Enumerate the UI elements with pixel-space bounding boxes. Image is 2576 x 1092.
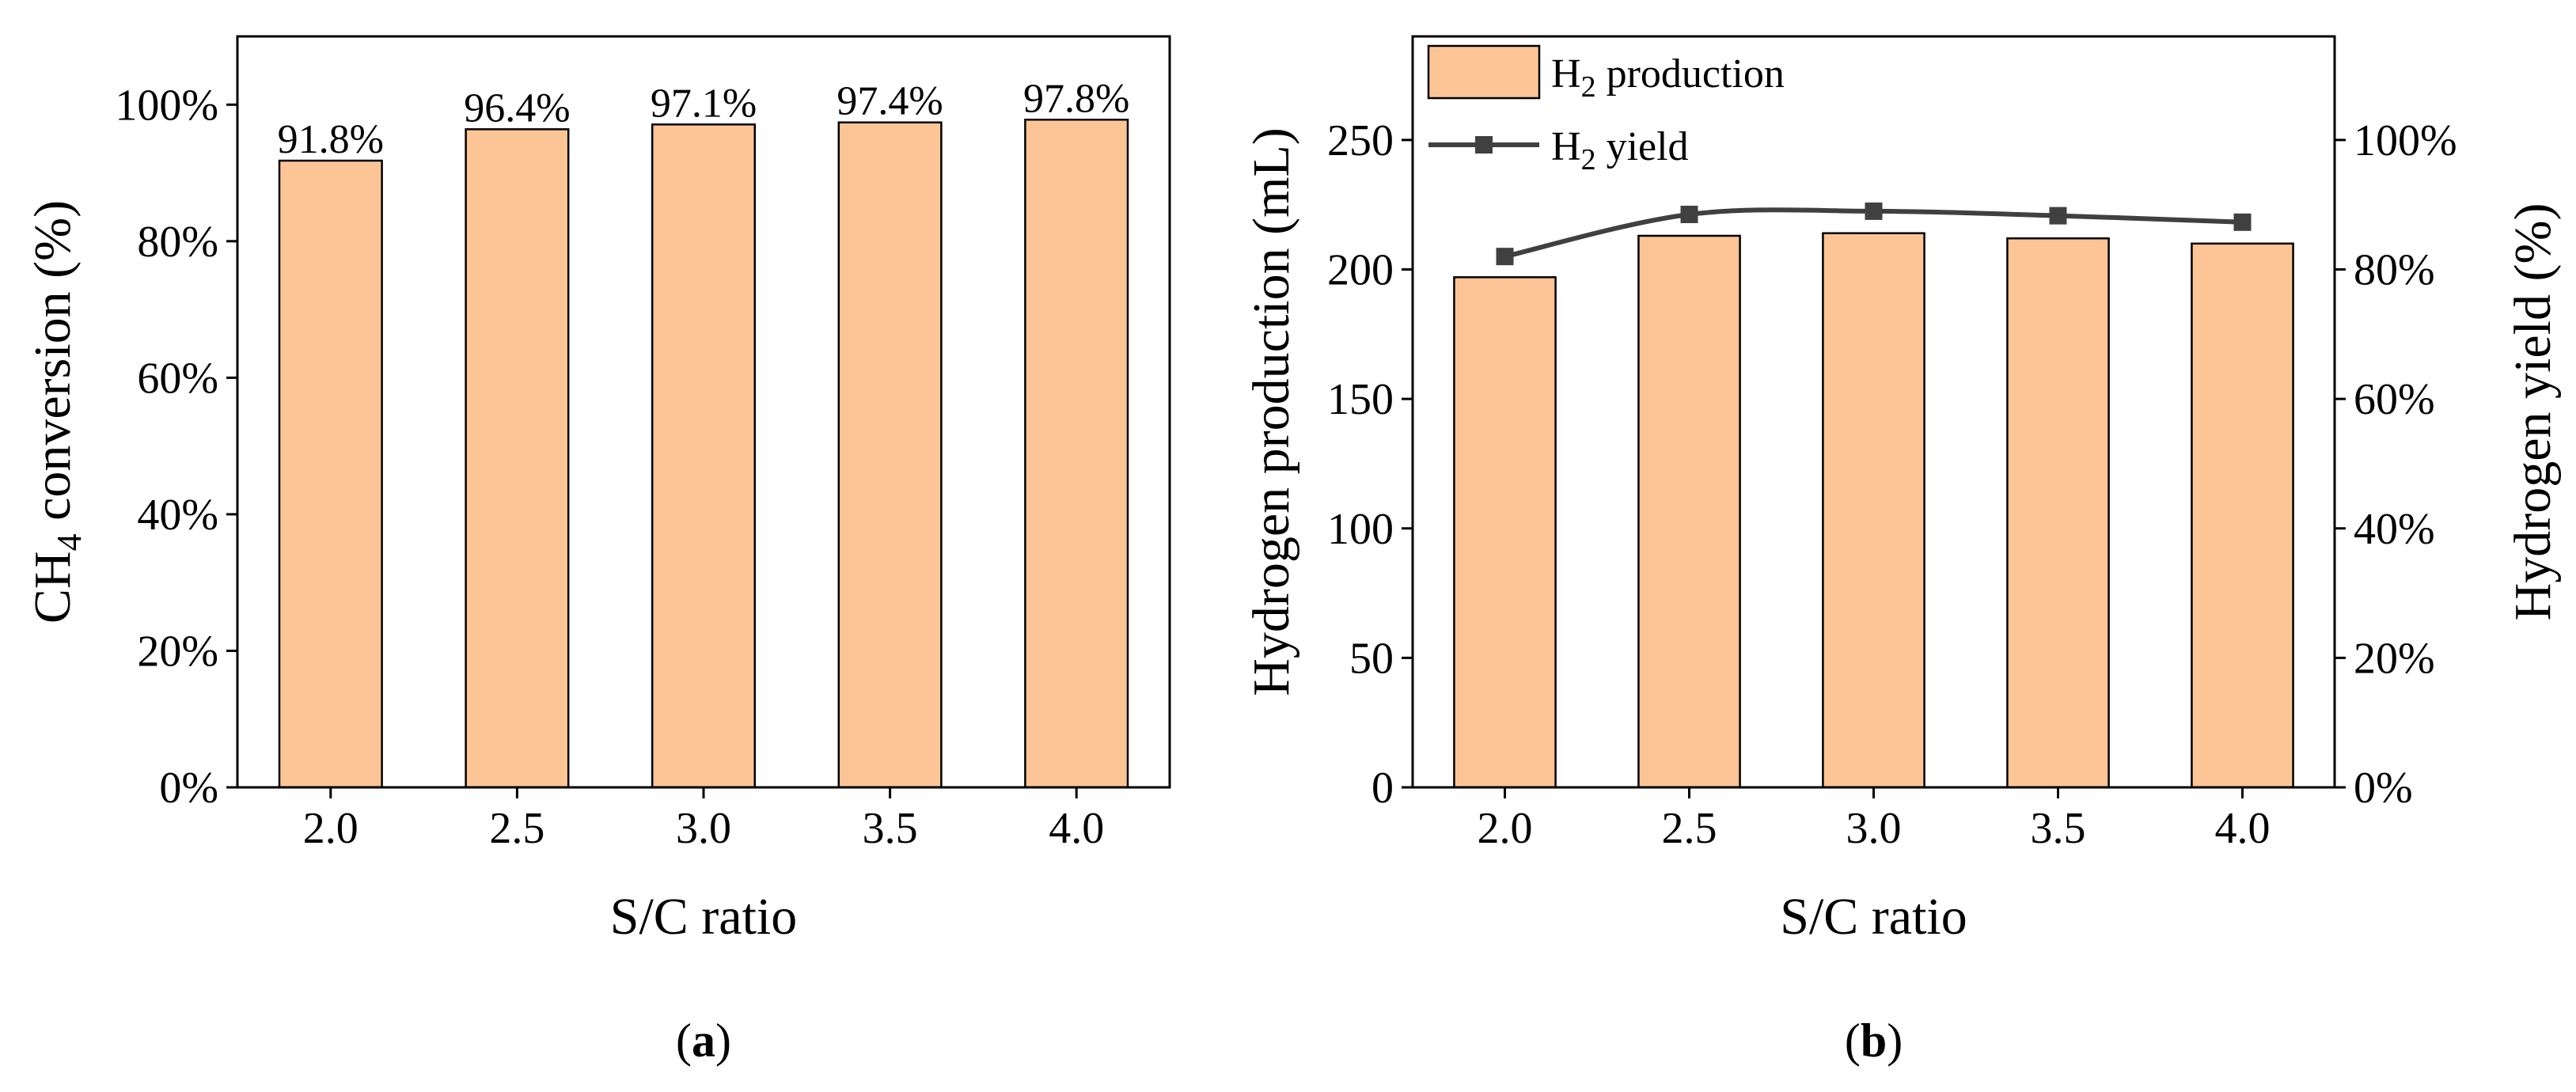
chart-b-right-y-tick-label: 40% bbox=[2354, 505, 2435, 554]
chart-b-left-y-tick-label: 150 bbox=[1327, 375, 1394, 424]
yield-marker bbox=[2049, 207, 2067, 225]
legend-production-subscript: 2 bbox=[1581, 70, 1596, 104]
legend-production-main: H bbox=[1551, 51, 1581, 97]
conversion-data-label: 97.1% bbox=[651, 81, 757, 126]
legend-production-tail: production bbox=[1596, 51, 1785, 97]
chart-b-right-y-tick-label: 60% bbox=[2354, 375, 2435, 424]
legend-yield-marker bbox=[1475, 136, 1493, 154]
conversion-bar bbox=[465, 128, 570, 789]
legend-yield-tail: yield bbox=[1596, 124, 1689, 169]
conversion-bar bbox=[837, 121, 943, 789]
chart-a-y-axis-title-subscript: 4 bbox=[50, 533, 89, 551]
panel-label-b-close: ) bbox=[1887, 1014, 1903, 1067]
chart-b-x-tick-label: 2.5 bbox=[1662, 804, 1717, 853]
chart-a-x-axis-title: S/C ratio bbox=[610, 888, 798, 946]
chart-b-right-y-tick-label: 0% bbox=[2354, 764, 2413, 813]
legend-yield-subscript: 2 bbox=[1581, 143, 1596, 176]
panel-label-a-close: ) bbox=[715, 1014, 731, 1067]
chart-a-y-tick-label: 60% bbox=[137, 354, 218, 403]
production-bar bbox=[1822, 232, 1925, 789]
chart-a-y-tick-label: 0% bbox=[159, 764, 218, 813]
production-bar bbox=[1453, 276, 1557, 789]
chart-b-hydrogen: 0 50 100 150 200 250 0% 20% 40% 60% 80% 100% 2.0 2.5 3… bbox=[1242, 35, 2562, 1067]
chart-b-left-y-tick-label: 200 bbox=[1327, 246, 1394, 295]
production-bar bbox=[1637, 234, 1741, 789]
conversion-data-label: 91.8% bbox=[278, 117, 384, 162]
legend-yield-main: H bbox=[1551, 124, 1581, 169]
chart-b-left-y-tick-label: 0 bbox=[1371, 764, 1394, 813]
chart-b-left-y-axis-title: Hydrogen production (mL) bbox=[1242, 127, 1300, 696]
chart-a-y-axis-title-tail: conversion (%) bbox=[24, 200, 82, 534]
conversion-data-label: 96.4% bbox=[464, 85, 570, 131]
chart-b-x-tick-label: 4.0 bbox=[2215, 804, 2271, 853]
chart-a-y-axis-title-main: CH bbox=[24, 551, 82, 624]
legend-production-label: H2 production bbox=[1551, 51, 1785, 104]
conversion-data-label: 97.4% bbox=[837, 79, 943, 124]
chart-b-left-y-tick-label: 100 bbox=[1327, 505, 1394, 554]
panel-label-a-letter: a bbox=[692, 1014, 715, 1067]
yield-marker bbox=[1496, 248, 1514, 266]
panel-label-a-open: ( bbox=[676, 1014, 692, 1067]
chart-b-right-y-tick-label: 100% bbox=[2354, 116, 2457, 165]
conversion-bar bbox=[651, 123, 757, 789]
conversion-data-label: 97.8% bbox=[1023, 76, 1129, 121]
chart-b-right-y-tick-label: 80% bbox=[2354, 246, 2435, 295]
chart-b-left-y-tick-label: 50 bbox=[1349, 634, 1394, 683]
chart-a-x-tick-label: 2.0 bbox=[303, 804, 359, 853]
chart-a-x-tick-label: 3.0 bbox=[676, 804, 731, 853]
chart-a-conversion: 91.8% 96.4% 97.1% 97.4% 97.8% 0% 20% 40% 60% 80% 1… bbox=[24, 35, 1171, 1067]
panel-label-a: (a) bbox=[676, 1014, 731, 1067]
chart-a-x-tick-label: 3.5 bbox=[863, 804, 918, 853]
yield-marker bbox=[1680, 205, 1698, 223]
chart-b-right-y-tick-label: 20% bbox=[2354, 634, 2435, 683]
panel-label-b-letter: b bbox=[1861, 1014, 1887, 1067]
chart-a-x-tick-label: 2.5 bbox=[489, 804, 544, 853]
production-bar bbox=[2191, 242, 2294, 789]
chart-a-y-axis-title: CH4 conversion (%) bbox=[24, 200, 89, 624]
chart-b-x-tick-label: 2.0 bbox=[1478, 804, 1533, 853]
legend-production-swatch bbox=[1427, 44, 1541, 100]
yield-marker bbox=[1865, 202, 1883, 220]
production-bar bbox=[2006, 237, 2110, 789]
chart-b-x-tick-label: 3.0 bbox=[1846, 804, 1902, 853]
chart-b-left-y-tick-label: 250 bbox=[1327, 116, 1394, 165]
chart-a-y-tick-label: 80% bbox=[137, 218, 218, 267]
legend-yield-label: H2 yield bbox=[1551, 124, 1689, 176]
conversion-bar bbox=[1024, 119, 1129, 789]
chart-a-y-tick-label: 100% bbox=[115, 81, 218, 130]
panel-label-b-open: ( bbox=[1845, 1014, 1861, 1067]
chart-a-y-tick-label: 20% bbox=[137, 627, 218, 676]
chart-b-x-tick-label: 3.5 bbox=[2031, 804, 2086, 853]
panel-label-b: (b) bbox=[1845, 1014, 1903, 1067]
chart-a-y-tick-label: 40% bbox=[137, 491, 218, 540]
yield-marker bbox=[2233, 213, 2252, 231]
chart-a-x-tick-label: 4.0 bbox=[1049, 804, 1104, 853]
chart-b-x-axis-title: S/C ratio bbox=[1780, 888, 1967, 946]
conversion-bar bbox=[278, 159, 383, 789]
chart-b-right-y-axis-title: Hydrogen yield (%) bbox=[2504, 203, 2562, 621]
